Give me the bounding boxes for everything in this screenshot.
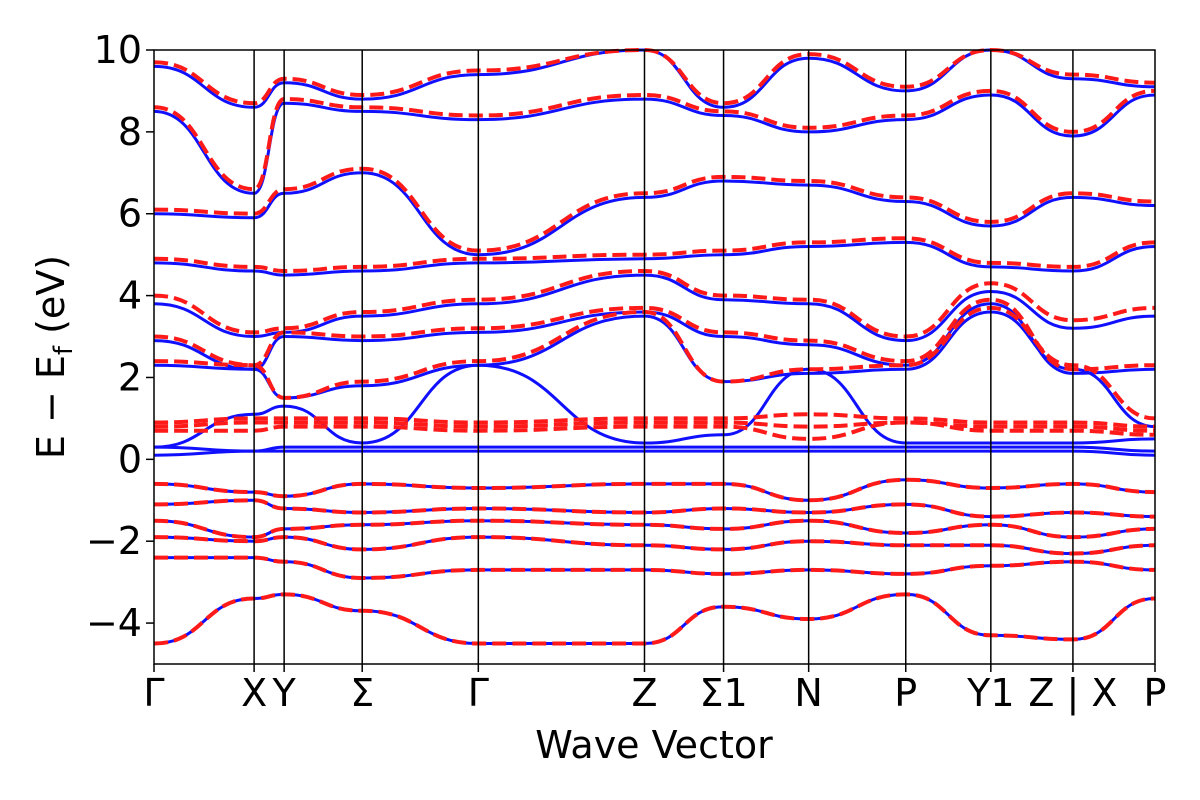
dashed-band-13: [153, 166, 1156, 253]
band-lines: [153, 47, 1156, 646]
y-tick-label: 8: [118, 110, 142, 154]
x-tick-label: Y1: [966, 671, 1014, 715]
dashed-band-5: [153, 477, 1156, 503]
x-axis-label: Wave Vector: [535, 723, 773, 767]
dashed-band-1: [154, 555, 1156, 581]
dashed-band-0: [153, 592, 1156, 646]
dashed-band-3: [153, 518, 1156, 540]
dashed-band-4: [153, 498, 1156, 519]
solid-band-14: [153, 93, 1156, 195]
y-axis-label-main: E − E: [29, 355, 73, 459]
x-tick-label: N: [794, 671, 822, 715]
x-tick-label: P: [894, 671, 917, 715]
y-axis-label-unit: (eV): [29, 255, 73, 346]
x-tick-label: Z | X: [1028, 671, 1117, 716]
dashed-band-10: [153, 297, 1156, 372]
x-tick-label: Y: [272, 671, 297, 715]
x-tick-label: Σ: [350, 671, 374, 715]
x-tick-label: Z: [631, 671, 657, 715]
dashed-band-9: [153, 305, 1156, 421]
y-tick-label: 4: [118, 274, 142, 318]
solid-band-6: [153, 449, 1156, 457]
y-tick-label: 10: [94, 28, 142, 72]
dashed-band-14: [153, 88, 1156, 192]
x-tick-label: Γ: [143, 671, 164, 715]
x-tick-label: Γ: [468, 671, 489, 715]
y-tick-label: 2: [118, 355, 142, 399]
plot-frame: [153, 49, 1156, 665]
y-tick-label: −2: [86, 519, 142, 563]
x-ticks: Γ X Y Σ Γ Z Σ1 N P Y1 Z | X P: [143, 664, 1166, 716]
y-axis-label: E − Ef (eV): [29, 255, 79, 459]
x-tick-label: X: [241, 671, 267, 715]
y-ticks: 10 8 6 4 2 0 −2 −4: [86, 28, 154, 645]
y-tick-label: 0: [118, 437, 142, 481]
x-tick-label: Σ1: [699, 671, 747, 715]
y-axis-label-sub: f: [49, 345, 79, 355]
solid-band-1: [154, 556, 1156, 580]
y-tick-label: 6: [118, 192, 142, 236]
x-tick-label: P: [1144, 671, 1167, 715]
solid-band-8: [153, 363, 1156, 449]
y-tick-label: −4: [86, 601, 142, 645]
kpoint-divider-lines: [253, 50, 1074, 664]
